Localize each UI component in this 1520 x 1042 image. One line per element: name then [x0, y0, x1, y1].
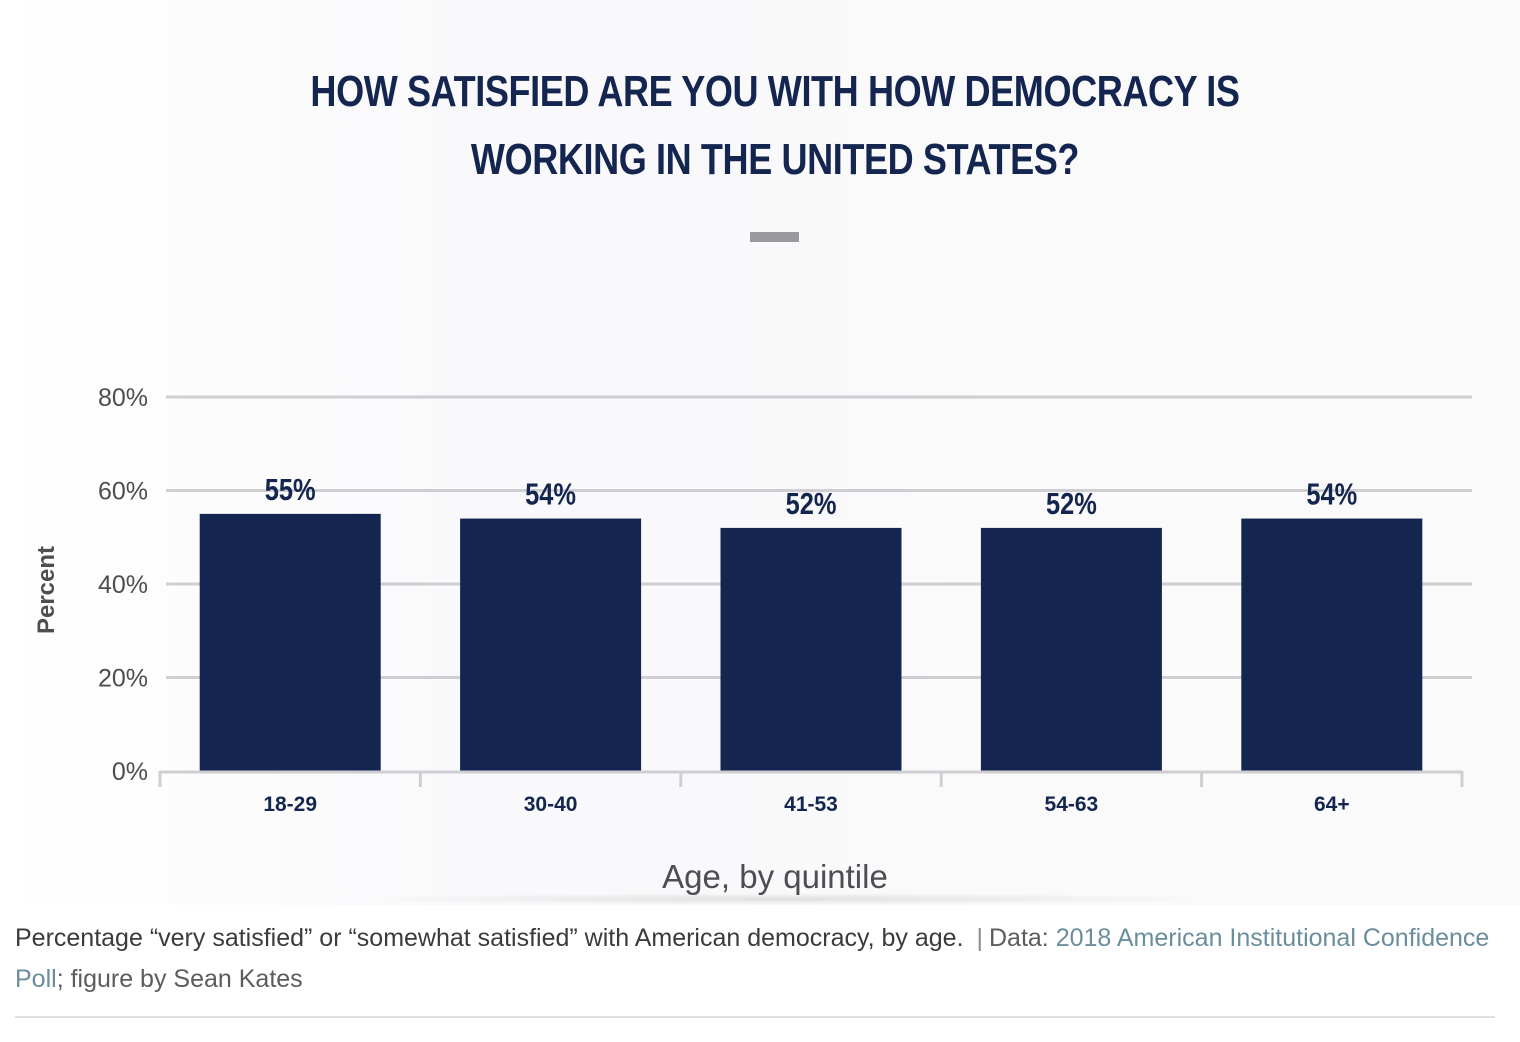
x-axis-ticks: 18-29 30-40 41-53 54-63 64+	[263, 793, 1349, 816]
bar-chart: 0% 20% 40% 60% 80% 55% 54% 52% 52% 54% 18-29 30-4…	[33, 384, 1472, 895]
chart-figure: HOW SATISFIED ARE YOU WITH HOW DEMOCRACY…	[0, 0, 1520, 905]
y-tick-label: 40%	[98, 571, 148, 599]
data-label: 54%	[1306, 477, 1357, 512]
x-tick-label: 54-63	[1045, 793, 1099, 816]
bar	[980, 527, 1162, 771]
y-axis-ticks: 0% 20% 40% 60% 80%	[98, 384, 148, 786]
x-axis-label: Age, by quintile	[662, 858, 888, 895]
bar	[1241, 518, 1423, 771]
caption-data-prefix: Data:	[989, 924, 1056, 952]
title-divider	[750, 232, 799, 242]
x-tick-label: 41-53	[784, 793, 838, 816]
y-tick-label: 0%	[112, 758, 148, 786]
bottom-divider	[15, 1016, 1495, 1018]
caption-description: Percentage “very satisfied” or “somewhat…	[15, 924, 964, 952]
data-label: 52%	[786, 487, 837, 522]
bars	[199, 513, 1423, 771]
chart-title-line-2: WORKING IN THE UNITED STATES?	[470, 135, 1080, 184]
x-tick-label: 64+	[1314, 793, 1350, 816]
x-tick-label: 18-29	[263, 793, 317, 816]
y-tick-label: 60%	[98, 478, 148, 506]
y-axis-label: Percent	[33, 546, 60, 634]
x-axis	[158, 770, 1464, 787]
y-tick-label: 20%	[98, 665, 148, 693]
figure-shadow	[350, 893, 1220, 905]
data-label: 54%	[525, 477, 576, 512]
bar	[720, 527, 902, 771]
y-tick-label: 80%	[98, 384, 148, 412]
bar	[199, 513, 381, 771]
data-label: 55%	[265, 473, 316, 508]
x-tick-label: 30-40	[524, 793, 578, 816]
bar	[460, 518, 642, 771]
chart-title: HOW SATISFIED ARE YOU WITH HOW DEMOCRACY…	[271, 58, 1280, 194]
caption-source-link[interactable]: 2018 American Institutional Confidence P…	[15, 924, 1490, 993]
data-label: 52%	[1046, 487, 1097, 522]
figure-caption: Percentage “very satisfied” or “somewhat…	[15, 918, 1495, 1000]
chart-title-line-1: HOW SATISFIED ARE YOU WITH HOW DEMOCRACY…	[310, 67, 1240, 116]
caption-separator: |	[976, 924, 984, 952]
caption-credit: ; figure by Sean Kates	[56, 965, 303, 993]
data-labels: 55% 54% 52% 52% 54%	[265, 473, 1357, 522]
